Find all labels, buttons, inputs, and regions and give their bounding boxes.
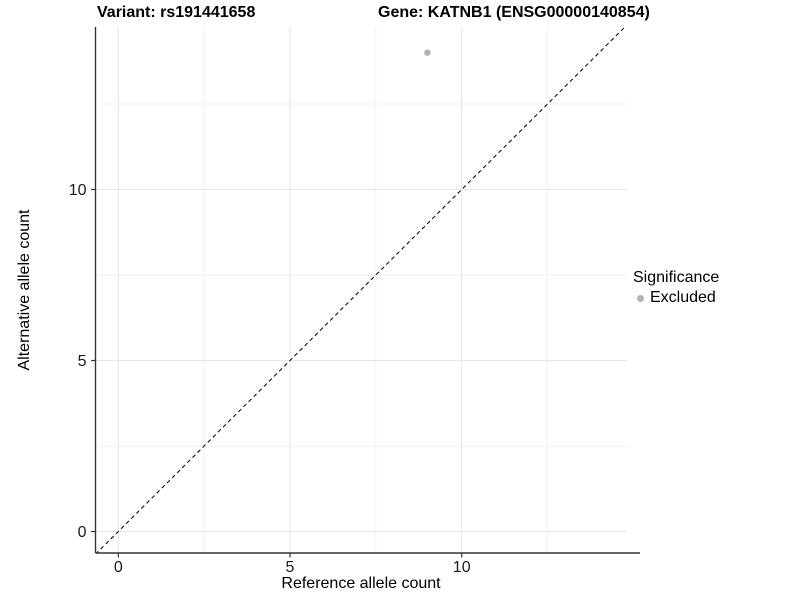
y-axis-title: Alternative allele count: [16, 209, 33, 371]
y-tick-label: 5: [78, 353, 87, 370]
legend-items: Excluded: [633, 288, 719, 308]
legend: Significance Excluded: [633, 268, 719, 308]
legend-point-icon: [637, 294, 644, 302]
x-tick-label: 5: [286, 559, 295, 576]
legend-item-label: Excluded: [650, 289, 716, 306]
x-axis-title: Reference allele count: [281, 575, 441, 592]
identity-line: [95, 27, 626, 553]
legend-title: Significance: [633, 269, 720, 286]
data-point: [424, 49, 431, 56]
legend-item: Excluded: [633, 288, 719, 308]
y-tick-label: 0: [78, 524, 87, 541]
x-tick-label: 0: [114, 559, 123, 576]
x-tick-label: 10: [453, 559, 471, 576]
gene-title: Gene: KATNB1 (ENSG00000140854): [378, 4, 650, 21]
y-tick-label: 10: [69, 182, 87, 199]
variant-title: Variant: rs191441658: [97, 4, 256, 21]
